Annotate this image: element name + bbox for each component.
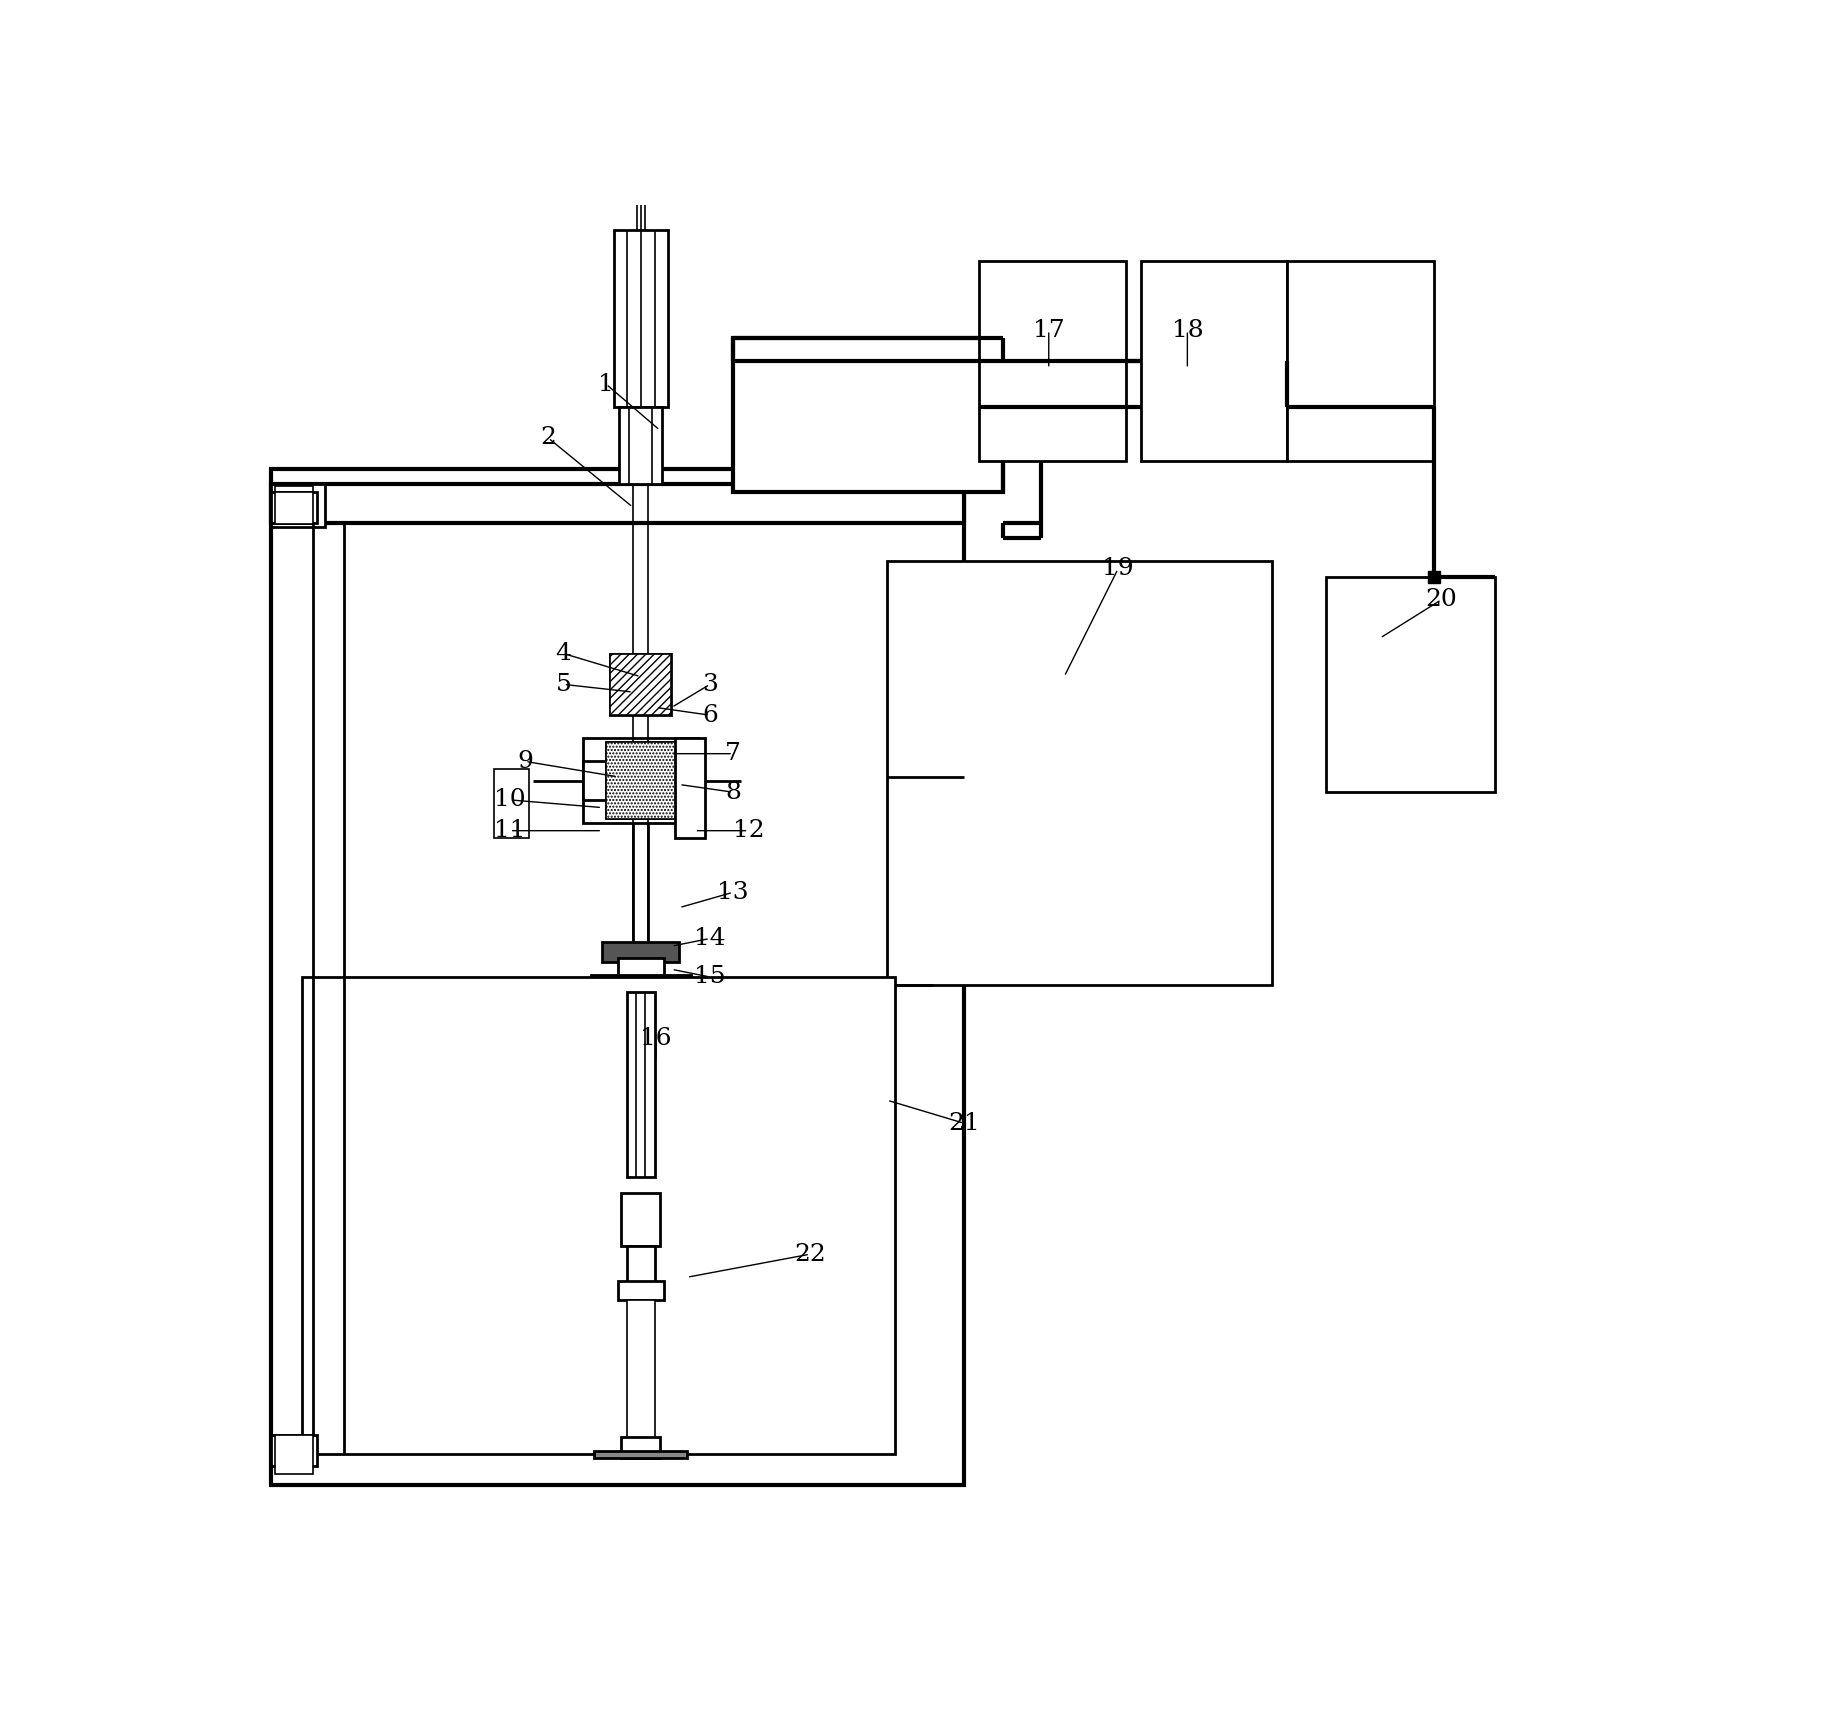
Text: 8: 8	[726, 781, 740, 803]
Bar	[622, 1436, 660, 1459]
Bar	[675, 762, 698, 800]
Bar	[1287, 260, 1433, 461]
Bar	[272, 496, 310, 515]
Bar	[605, 741, 675, 818]
Text: 10: 10	[494, 789, 525, 811]
Bar	[272, 484, 964, 522]
Bar	[618, 407, 662, 484]
Bar	[733, 337, 1003, 491]
Bar	[583, 738, 698, 823]
Text: 19: 19	[1101, 558, 1134, 580]
Bar	[494, 769, 529, 839]
Text: 7: 7	[726, 743, 740, 765]
Text: 18: 18	[1170, 318, 1203, 342]
Text: 9: 9	[518, 750, 532, 772]
Bar	[609, 654, 671, 716]
Bar	[272, 484, 324, 527]
Bar	[609, 654, 671, 716]
Text: 3: 3	[702, 673, 718, 695]
Bar	[1141, 260, 1287, 461]
Bar	[627, 993, 654, 1178]
Text: 15: 15	[695, 966, 726, 988]
Bar	[591, 976, 691, 984]
Bar	[618, 1281, 664, 1301]
Bar	[613, 229, 667, 407]
Bar	[272, 469, 964, 1486]
Text: 12: 12	[733, 818, 764, 842]
Bar	[979, 260, 1125, 461]
Text: 13: 13	[716, 880, 749, 904]
Bar	[618, 675, 664, 695]
Bar	[627, 1246, 654, 1286]
Bar	[275, 486, 314, 524]
Bar	[275, 491, 314, 524]
Bar	[618, 957, 664, 984]
Text: 20: 20	[1426, 589, 1457, 611]
Text: 1: 1	[598, 373, 614, 395]
Text: 17: 17	[1032, 318, 1065, 342]
Bar	[622, 1193, 660, 1246]
Text: 5: 5	[556, 673, 571, 695]
Bar	[301, 978, 895, 1455]
Text: 2: 2	[540, 426, 556, 450]
Bar	[605, 741, 675, 818]
Text: 14: 14	[695, 926, 726, 950]
Text: 11: 11	[494, 818, 525, 842]
Text: 6: 6	[702, 704, 718, 726]
Bar	[1325, 577, 1495, 793]
Bar	[886, 562, 1271, 984]
Bar	[602, 942, 678, 962]
Text: 22: 22	[793, 1243, 826, 1265]
Bar	[275, 1435, 314, 1474]
Bar	[583, 762, 605, 800]
Bar	[627, 1301, 654, 1440]
Text: 4: 4	[556, 642, 571, 664]
Bar	[594, 1450, 687, 1459]
Text: 16: 16	[640, 1027, 671, 1049]
Bar	[272, 491, 317, 522]
Bar	[272, 1435, 317, 1465]
Bar	[675, 738, 704, 839]
Text: 21: 21	[948, 1111, 979, 1135]
